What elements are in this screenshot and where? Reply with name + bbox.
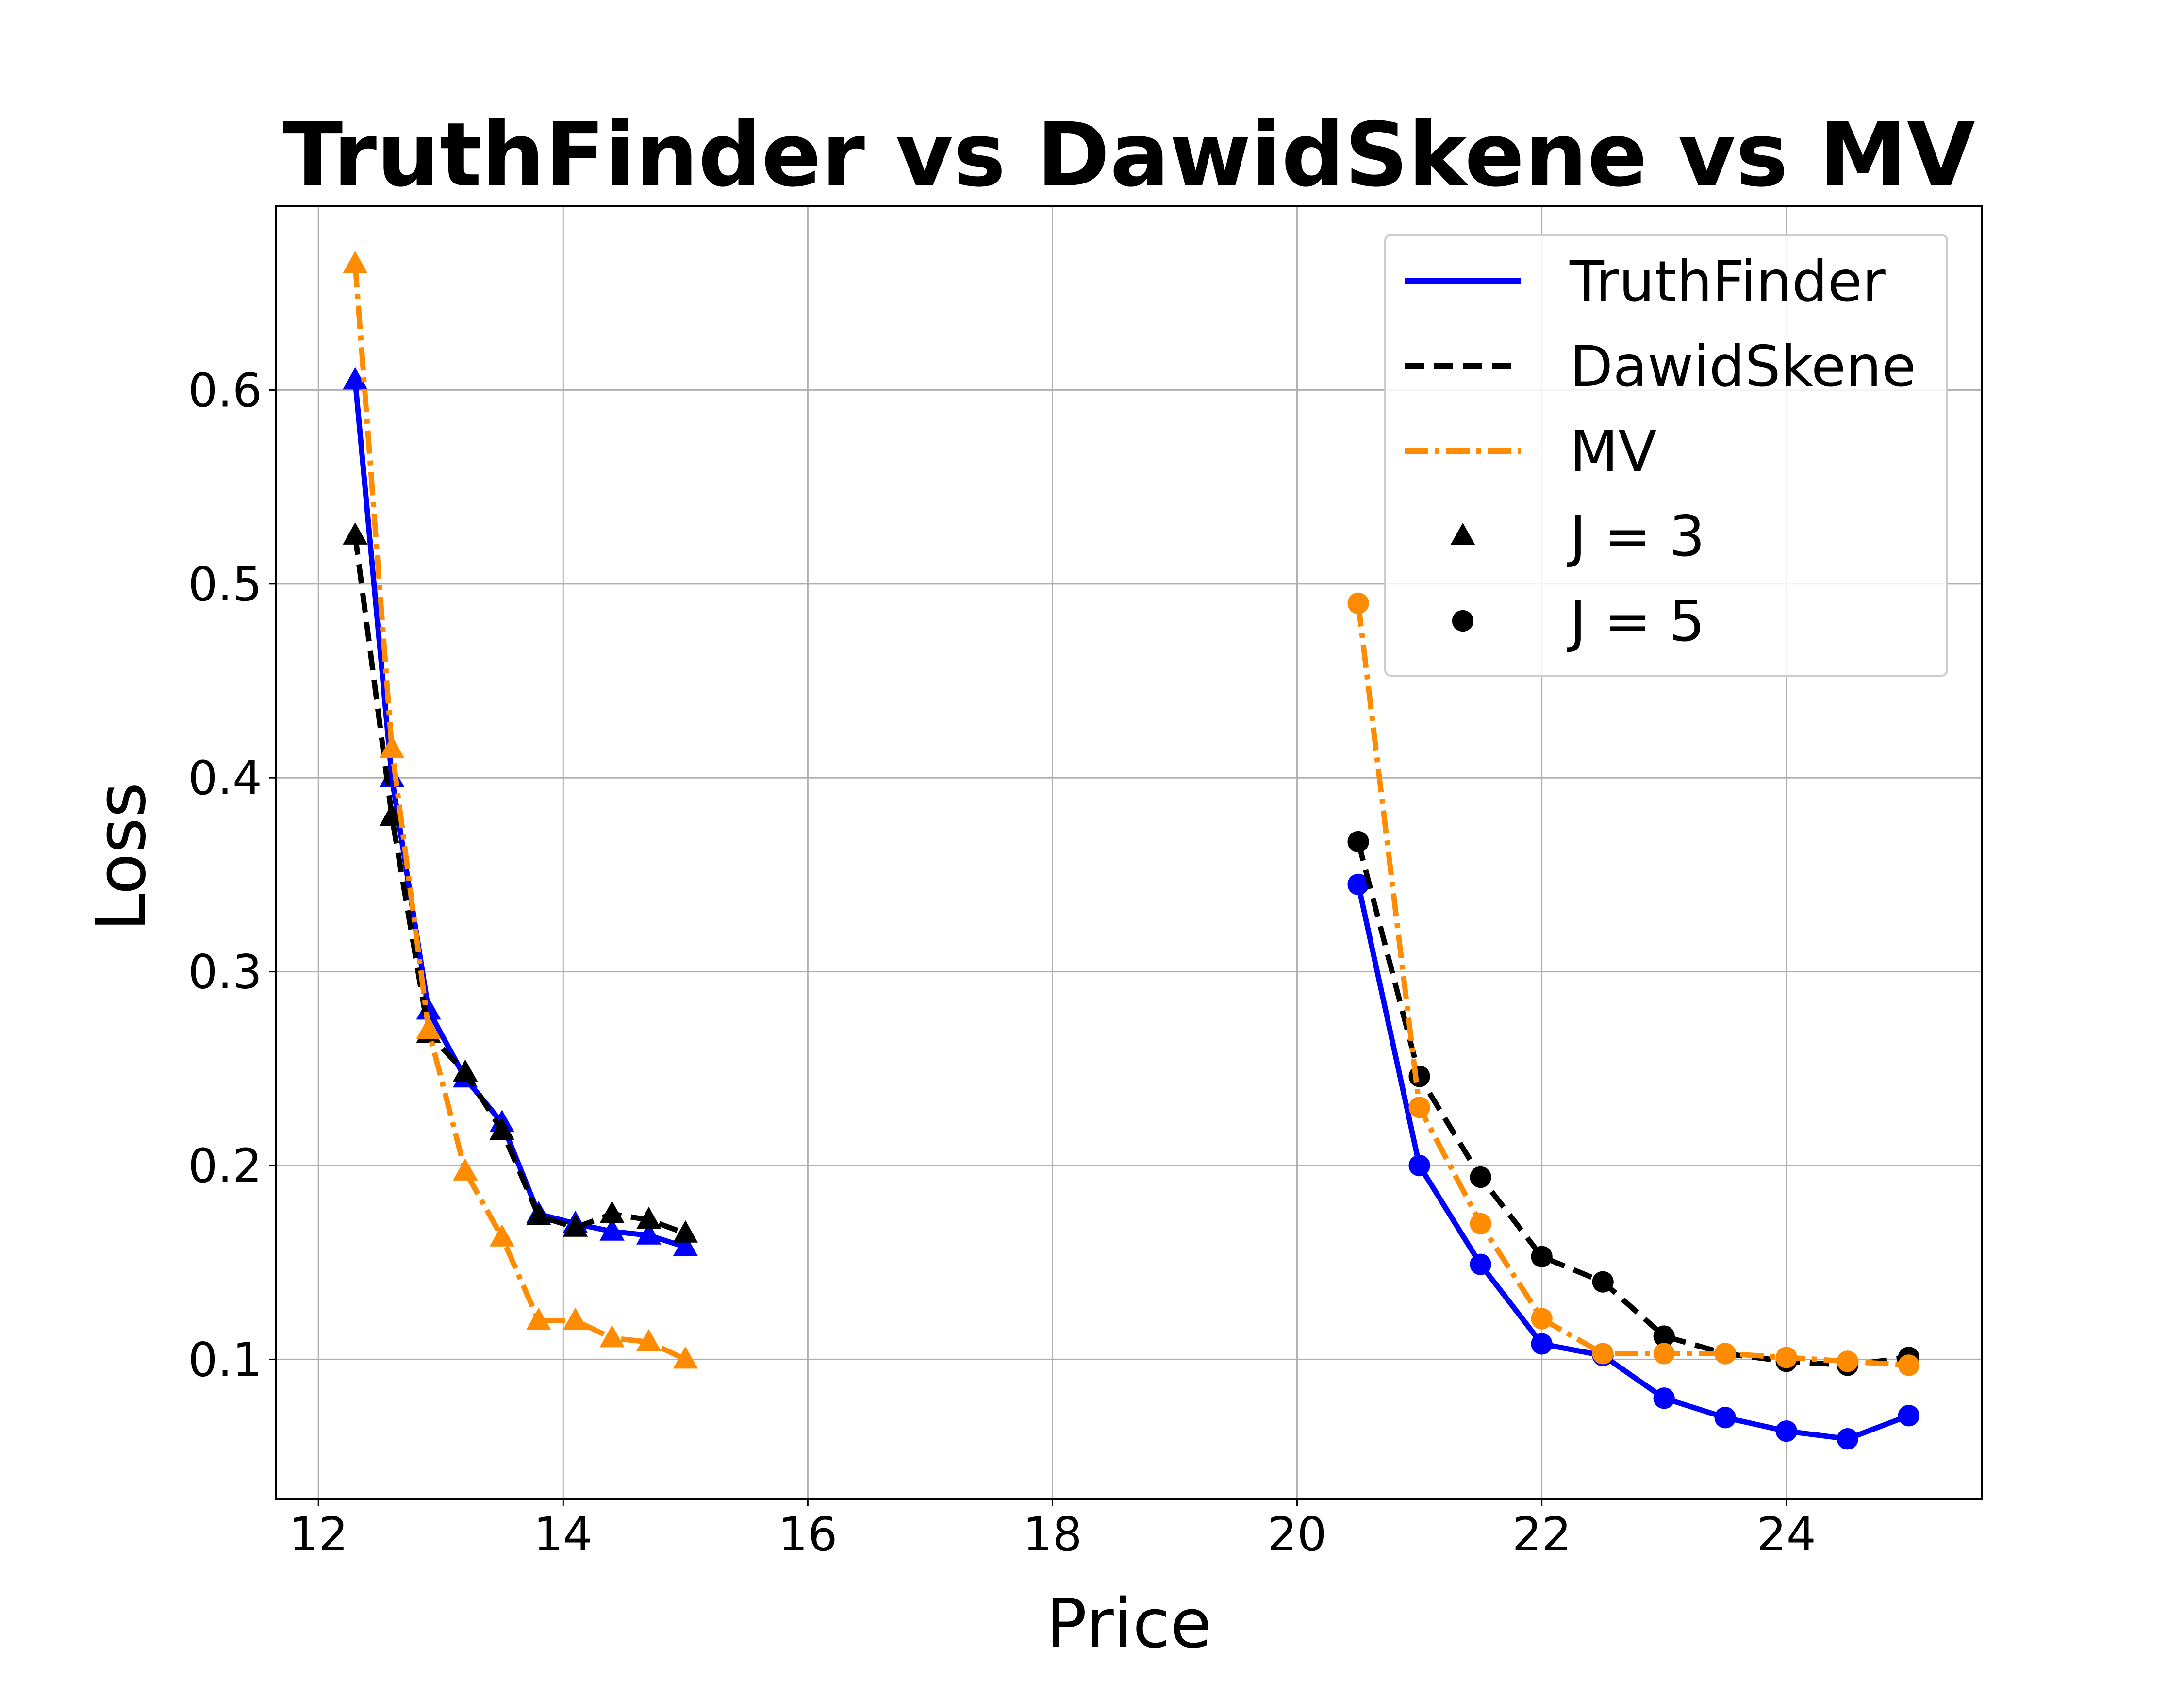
data-point-mv-j5 [1531, 1308, 1553, 1330]
data-point-mv-j5 [1714, 1343, 1736, 1365]
x-tick-label: 22 [1512, 1507, 1572, 1562]
data-point-truthfinder-j5 [1775, 1420, 1797, 1442]
series-line-mv-j3 [352, 264, 687, 1362]
data-point-truthfinder-j5 [1408, 1154, 1430, 1177]
data-point-truthfinder-j3 [673, 1233, 698, 1256]
data-point-mv-j5 [1775, 1347, 1797, 1368]
data-point-mv-j3 [526, 1307, 551, 1330]
legend-label: DawidSkene [1570, 334, 1916, 400]
data-point-mv-j5 [1470, 1213, 1491, 1234]
data-point-mv-j3 [599, 1325, 625, 1348]
data-point-truthfinder-j3 [343, 367, 368, 390]
data-point-mv-j3 [416, 1016, 441, 1039]
data-point-truthfinder-j3 [416, 997, 441, 1020]
legend-label: J = 5 [1567, 589, 1705, 654]
series-line-dawidskene-j5 [1356, 841, 1909, 1368]
series-line-truthfinder-j5 [1356, 883, 1910, 1442]
series-layer [343, 250, 1919, 1450]
series-line-dawidskene-j3 [352, 535, 687, 1236]
data-point-dawidskene-j3 [379, 803, 405, 826]
data-point-dawidskene-j3 [526, 1202, 551, 1225]
data-point-truthfinder-j3 [599, 1218, 625, 1241]
x-tick-label: 24 [1757, 1507, 1816, 1562]
data-point-mv-j5 [1592, 1343, 1614, 1365]
x-axis-label: Price [1046, 1584, 1212, 1664]
x-tick-label: 16 [778, 1507, 837, 1562]
data-point-mv-j5 [1347, 592, 1369, 614]
data-point-truthfinder-j5 [1898, 1405, 1919, 1427]
data-point-dawidskene-j3 [489, 1117, 514, 1140]
series-truthfinder-j5 [1347, 873, 1919, 1450]
data-point-dawidskene-j5 [1347, 831, 1369, 853]
data-point-dawidskene-j5 [1408, 1066, 1430, 1087]
y-tick-label: 0.1 [188, 1333, 262, 1387]
data-point-truthfinder-j5 [1837, 1428, 1858, 1450]
legend-label: J = 3 [1567, 504, 1705, 569]
data-point-mv-j3 [563, 1307, 588, 1330]
data-point-mv-j5 [1408, 1097, 1430, 1118]
legend-label: MV [1570, 419, 1656, 484]
x-tick-label: 20 [1267, 1507, 1326, 1562]
legend: TruthFinder DawidSkene MV J = 3 J = 5 [1384, 234, 1948, 677]
y-tick-label: 0.5 [188, 557, 262, 612]
series-mv-j5 [1347, 592, 1919, 1376]
chart-title: TruthFinder vs DawidSkene vs MV [282, 103, 1975, 206]
legend-handle-j3 [1450, 523, 1475, 545]
data-point-dawidskene-j3 [599, 1200, 625, 1223]
grid-lines [276, 206, 1982, 1499]
data-point-dawidskene-j5 [1470, 1166, 1491, 1188]
series-line-mv-j5 [1356, 603, 1909, 1368]
data-point-truthfinder-j5 [1347, 873, 1369, 896]
data-point-mv-j3 [453, 1158, 478, 1181]
data-point-mv-j3 [489, 1224, 514, 1247]
data-point-truthfinder-j5 [1531, 1333, 1553, 1355]
data-point-mv-j3 [343, 250, 368, 273]
plot-area-frame [275, 205, 1983, 1500]
legend-label: TruthFinder [1569, 249, 1886, 315]
y-tick-label: 0.6 [188, 363, 262, 417]
legend-box [1384, 234, 1948, 677]
data-point-dawidskene-j3 [453, 1059, 478, 1082]
y-tick-label: 0.3 [188, 945, 262, 999]
x-tick-label: 12 [289, 1507, 348, 1562]
data-point-dawidskene-j3 [673, 1220, 698, 1243]
data-point-mv-j5 [1653, 1343, 1675, 1365]
data-point-mv-j3 [673, 1346, 698, 1369]
data-point-dawidskene-j5 [1531, 1246, 1553, 1267]
legend-handle-j5 [1452, 610, 1474, 632]
x-tick-label: 18 [1023, 1507, 1082, 1562]
data-point-truthfinder-j5 [1653, 1387, 1675, 1409]
y-tick-label: 0.2 [188, 1139, 262, 1193]
data-point-mv-j5 [1898, 1354, 1919, 1376]
y-axis-label: Loss [82, 782, 161, 931]
data-point-dawidskene-j3 [636, 1206, 662, 1229]
data-point-dawidskene-j3 [563, 1214, 588, 1237]
data-point-dawidskene-j3 [343, 522, 368, 545]
data-point-mv-j3 [379, 735, 405, 758]
axis-ticks: 12 14 16 18 20 22 24 0.1 0.2 0.3 0.4 0.5 0.6 [188, 363, 1816, 1562]
series-mv-j3 [343, 250, 698, 1369]
data-point-truthfinder-j5 [1470, 1253, 1491, 1275]
data-point-mv-j5 [1837, 1350, 1858, 1372]
data-point-truthfinder-j5 [1714, 1407, 1736, 1429]
data-point-dawidskene-j5 [1592, 1271, 1614, 1293]
data-point-truthfinder-j3 [636, 1222, 662, 1245]
data-point-mv-j3 [636, 1329, 662, 1351]
x-tick-label: 14 [533, 1507, 593, 1562]
data-point-dawidskene-j5 [1653, 1325, 1675, 1347]
y-tick-label: 0.4 [188, 751, 262, 805]
